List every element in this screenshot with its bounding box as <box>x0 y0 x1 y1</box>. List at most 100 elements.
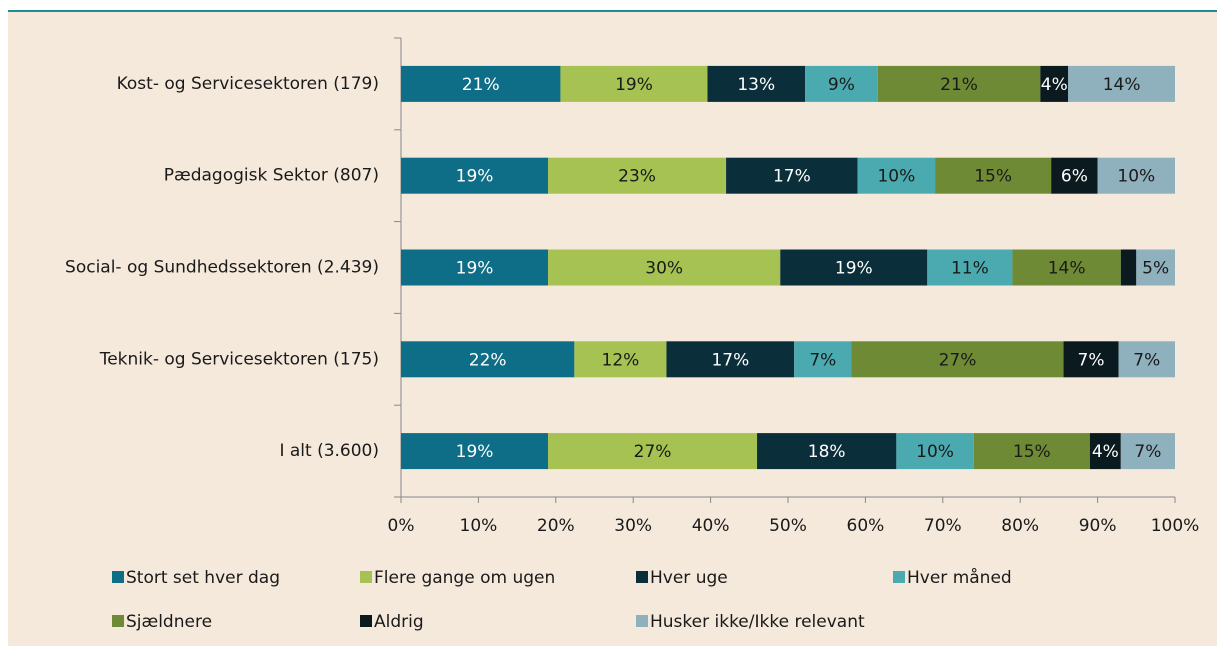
value-label: 19% <box>456 259 494 279</box>
value-label: 17% <box>773 167 811 187</box>
bar-segment <box>574 341 667 378</box>
value-label: 21% <box>940 75 978 95</box>
bar-segment <box>1120 249 1137 286</box>
value-label: 6% <box>1061 167 1088 187</box>
bar-segment <box>1118 341 1175 378</box>
value-label: 5% <box>1142 259 1169 279</box>
legend-label: Aldrig <box>374 612 424 632</box>
value-label: 7% <box>1133 350 1160 370</box>
bar-segment <box>560 65 708 102</box>
legend-swatch <box>112 615 124 627</box>
x-tick-label: 40% <box>692 516 730 536</box>
value-label: 27% <box>634 442 672 462</box>
bar-segment <box>401 249 549 286</box>
x-tick-label: 80% <box>1001 516 1039 536</box>
x-tick-label: 20% <box>537 516 575 536</box>
value-label: 7% <box>809 350 836 370</box>
bar-segment <box>401 433 549 470</box>
value-label: 10% <box>916 442 954 462</box>
value-label: 18% <box>808 442 846 462</box>
legend-label: Hver uge <box>650 568 728 588</box>
bar-segment <box>973 433 1090 470</box>
bar-segment <box>857 157 936 194</box>
bar-segment <box>1012 249 1121 286</box>
value-label: 7% <box>1134 442 1161 462</box>
bar-segment <box>1120 433 1175 470</box>
x-tick-label: 70% <box>924 516 962 536</box>
bar-segment <box>1040 65 1069 102</box>
x-tick-label: 30% <box>614 516 652 536</box>
bar-segment <box>877 65 1041 102</box>
value-label: 12% <box>602 350 640 370</box>
legend-swatch <box>360 615 372 627</box>
y-tick-label: Kost- og Servicesektoren (179) <box>117 74 379 94</box>
value-label: 10% <box>877 167 915 187</box>
x-tick-label: 10% <box>460 516 498 536</box>
value-label: 17% <box>711 350 749 370</box>
x-tick-label: 50% <box>769 516 807 536</box>
bar-segment <box>851 341 1064 378</box>
bar-segment <box>1097 157 1175 194</box>
legend-swatch <box>636 571 648 583</box>
value-label: 21% <box>462 75 500 95</box>
panel-background <box>8 12 1217 646</box>
legend-label: Husker ikke/Ikke relevant <box>650 612 865 632</box>
value-label: 7% <box>1078 350 1105 370</box>
bar-segment <box>927 249 1013 286</box>
value-label: 23% <box>618 167 656 187</box>
bar-segment <box>707 65 806 102</box>
legend-label: Hver måned <box>907 567 1012 588</box>
bar-segment <box>548 157 727 194</box>
y-tick-label: Teknik- og Servicesektoren (175) <box>99 349 379 369</box>
y-tick-label: Social- og Sundhedssektoren (2.439) <box>65 258 379 278</box>
legend-label: Flere gange om ugen <box>374 568 555 588</box>
legend-label: Stort set hver dag <box>126 568 280 588</box>
value-label: 9% <box>828 75 855 95</box>
x-tick-label: 0% <box>388 516 415 536</box>
value-label: 19% <box>456 442 494 462</box>
value-label: 11% <box>951 259 989 279</box>
value-label: 13% <box>737 75 775 95</box>
value-label: 19% <box>615 75 653 95</box>
value-label: 14% <box>1103 75 1141 95</box>
bar-segment <box>401 341 575 378</box>
value-label: 27% <box>939 350 977 370</box>
bar-segment <box>1051 157 1098 194</box>
legend-swatch <box>112 571 124 583</box>
x-tick-label: 100% <box>1151 516 1200 536</box>
bar-segment <box>401 65 561 102</box>
bar-segment <box>757 433 897 470</box>
bar-segment <box>805 65 878 102</box>
bar-segment <box>1089 433 1121 470</box>
value-label: 14% <box>1048 259 1086 279</box>
legend-swatch <box>636 615 648 627</box>
value-label: 4% <box>1041 75 1068 95</box>
value-label: 10% <box>1117 167 1155 187</box>
value-label: 22% <box>469 350 507 370</box>
value-label: 19% <box>456 167 494 187</box>
bar-segment <box>401 157 549 194</box>
value-label: 15% <box>1013 442 1051 462</box>
y-tick-label: I alt (3.600) <box>279 441 379 461</box>
bar-segment <box>935 157 1052 194</box>
legend-swatch <box>360 571 372 583</box>
bar-segment <box>1068 65 1175 102</box>
bar-segment <box>896 433 974 470</box>
value-label: 15% <box>974 167 1012 187</box>
value-label: 4% <box>1092 442 1119 462</box>
legend-label: Sjældnere <box>126 612 212 632</box>
bar-segment <box>666 341 795 378</box>
legend-swatch <box>893 571 905 583</box>
y-tick-label: Pædagogisk Sektor (807) <box>164 166 379 186</box>
value-label: 19% <box>835 259 873 279</box>
bar-segment <box>548 249 781 286</box>
bar-segment <box>1136 249 1175 286</box>
x-tick-label: 90% <box>1079 516 1117 536</box>
bar-segment <box>726 157 858 194</box>
bar-segment <box>1063 341 1119 378</box>
bar-segment <box>794 341 852 378</box>
bar-segment <box>548 433 758 470</box>
x-tick-label: 60% <box>847 516 885 536</box>
